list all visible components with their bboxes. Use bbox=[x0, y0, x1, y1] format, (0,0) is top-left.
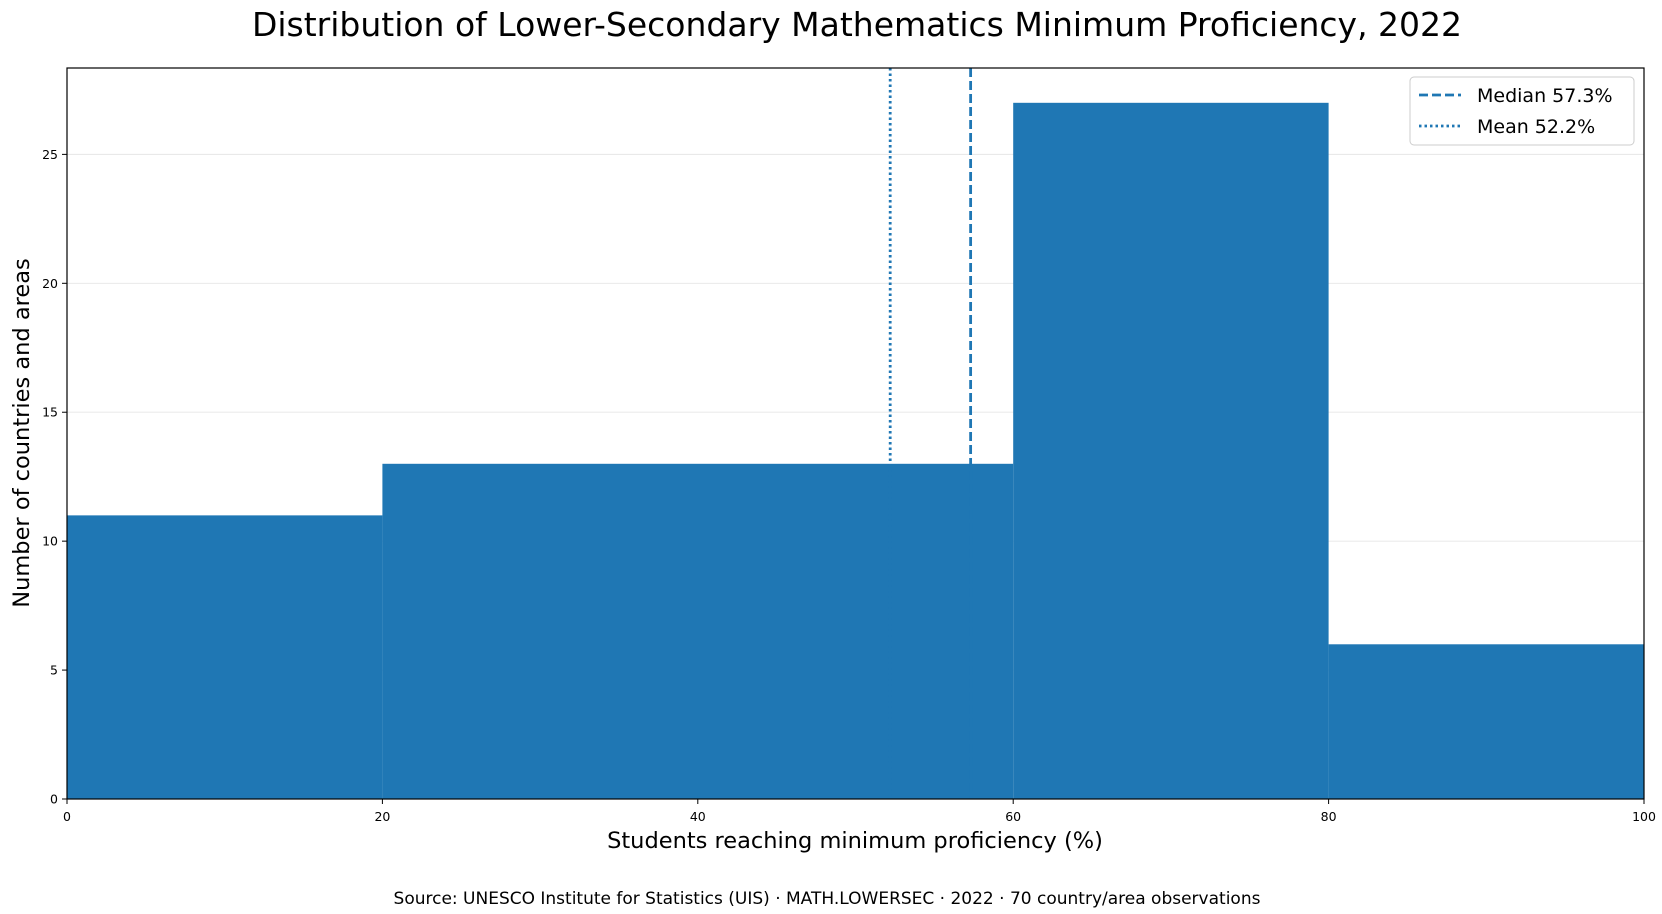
legend-box bbox=[1409, 76, 1635, 146]
x-tick-label-0: 0 bbox=[63, 809, 71, 824]
bar-1 bbox=[382, 463, 1014, 799]
bars bbox=[67, 102, 1644, 800]
x-axis-ticks: 0 20 40 60 80 100 bbox=[63, 799, 1656, 824]
legend-mean-label: Mean 52.2% bbox=[1477, 116, 1595, 138]
bar-2 bbox=[1013, 102, 1329, 800]
reference-lines bbox=[888, 68, 973, 799]
legend: Median 57.3% Mean 52.2% bbox=[1409, 76, 1635, 146]
bar-3 bbox=[1328, 644, 1644, 799]
source-footnote: Source: UNESCO Institute for Statistics … bbox=[394, 889, 1261, 909]
y-tick-label-3: 15 bbox=[42, 405, 58, 420]
legend-median-label: Median 57.3% bbox=[1477, 85, 1613, 107]
y-tick-label-0: 0 bbox=[50, 792, 58, 807]
y-tick-label-1: 5 bbox=[50, 663, 58, 678]
y-tick-label-4: 20 bbox=[42, 276, 58, 291]
x-axis-label: Students reaching minimum proficiency (%… bbox=[607, 828, 1103, 854]
y-axis-label: Number of countries and areas bbox=[9, 258, 35, 607]
y-tick-label-5: 25 bbox=[42, 147, 58, 162]
bar-0 bbox=[67, 515, 383, 799]
x-tick-label-4: 80 bbox=[1321, 809, 1337, 824]
x-tick-label-3: 60 bbox=[1005, 809, 1021, 824]
x-tick-label-2: 40 bbox=[690, 809, 706, 824]
plot-frame bbox=[66, 67, 1645, 800]
chart-title: Distribution of Lower-Secondary Mathemat… bbox=[252, 5, 1462, 44]
y-axis-ticks: 0 5 10 15 20 25 bbox=[42, 147, 67, 807]
x-tick-label-1: 20 bbox=[374, 809, 390, 824]
x-tick-label-5: 100 bbox=[1632, 809, 1656, 824]
y-tick-label-2: 10 bbox=[42, 534, 58, 549]
